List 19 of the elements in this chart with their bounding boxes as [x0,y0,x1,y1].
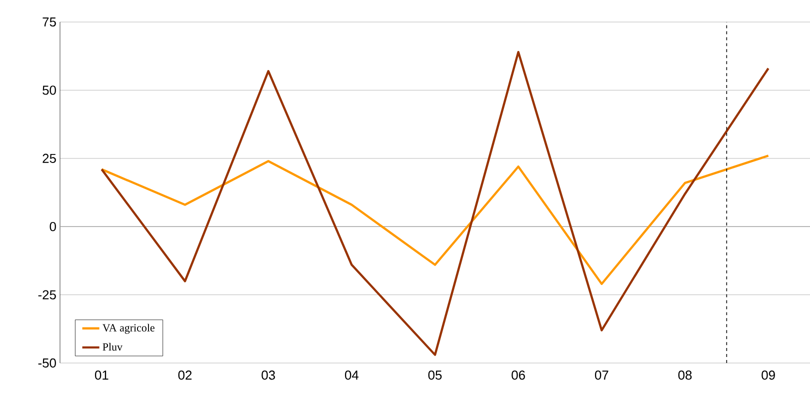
y-tick-label: 25 [42,154,56,163]
y-tick-label: 50 [42,86,56,95]
line-series [100,154,770,285]
y-tick-label: 75 [42,17,56,27]
legend-label: VA agricole [102,324,154,334]
line-series [100,50,770,356]
y-tick-label: -50 [38,358,56,368]
y-tick-label: -25 [38,290,56,300]
x-tick-label: 09 [762,370,775,380]
legend-label: Pluv [102,342,122,351]
x-tick-label: 03 [262,370,275,380]
x-tick-label: 06 [512,370,525,380]
x-tick-label: 02 [178,370,192,380]
y-tick-label: 0 [50,222,56,232]
x-tick-label: 07 [594,370,608,380]
x-tick-label: 05 [428,370,442,380]
x-tick-label: 01 [94,370,108,380]
x-tick-label: 08 [678,370,692,380]
x-tick-label: 04 [344,370,358,380]
